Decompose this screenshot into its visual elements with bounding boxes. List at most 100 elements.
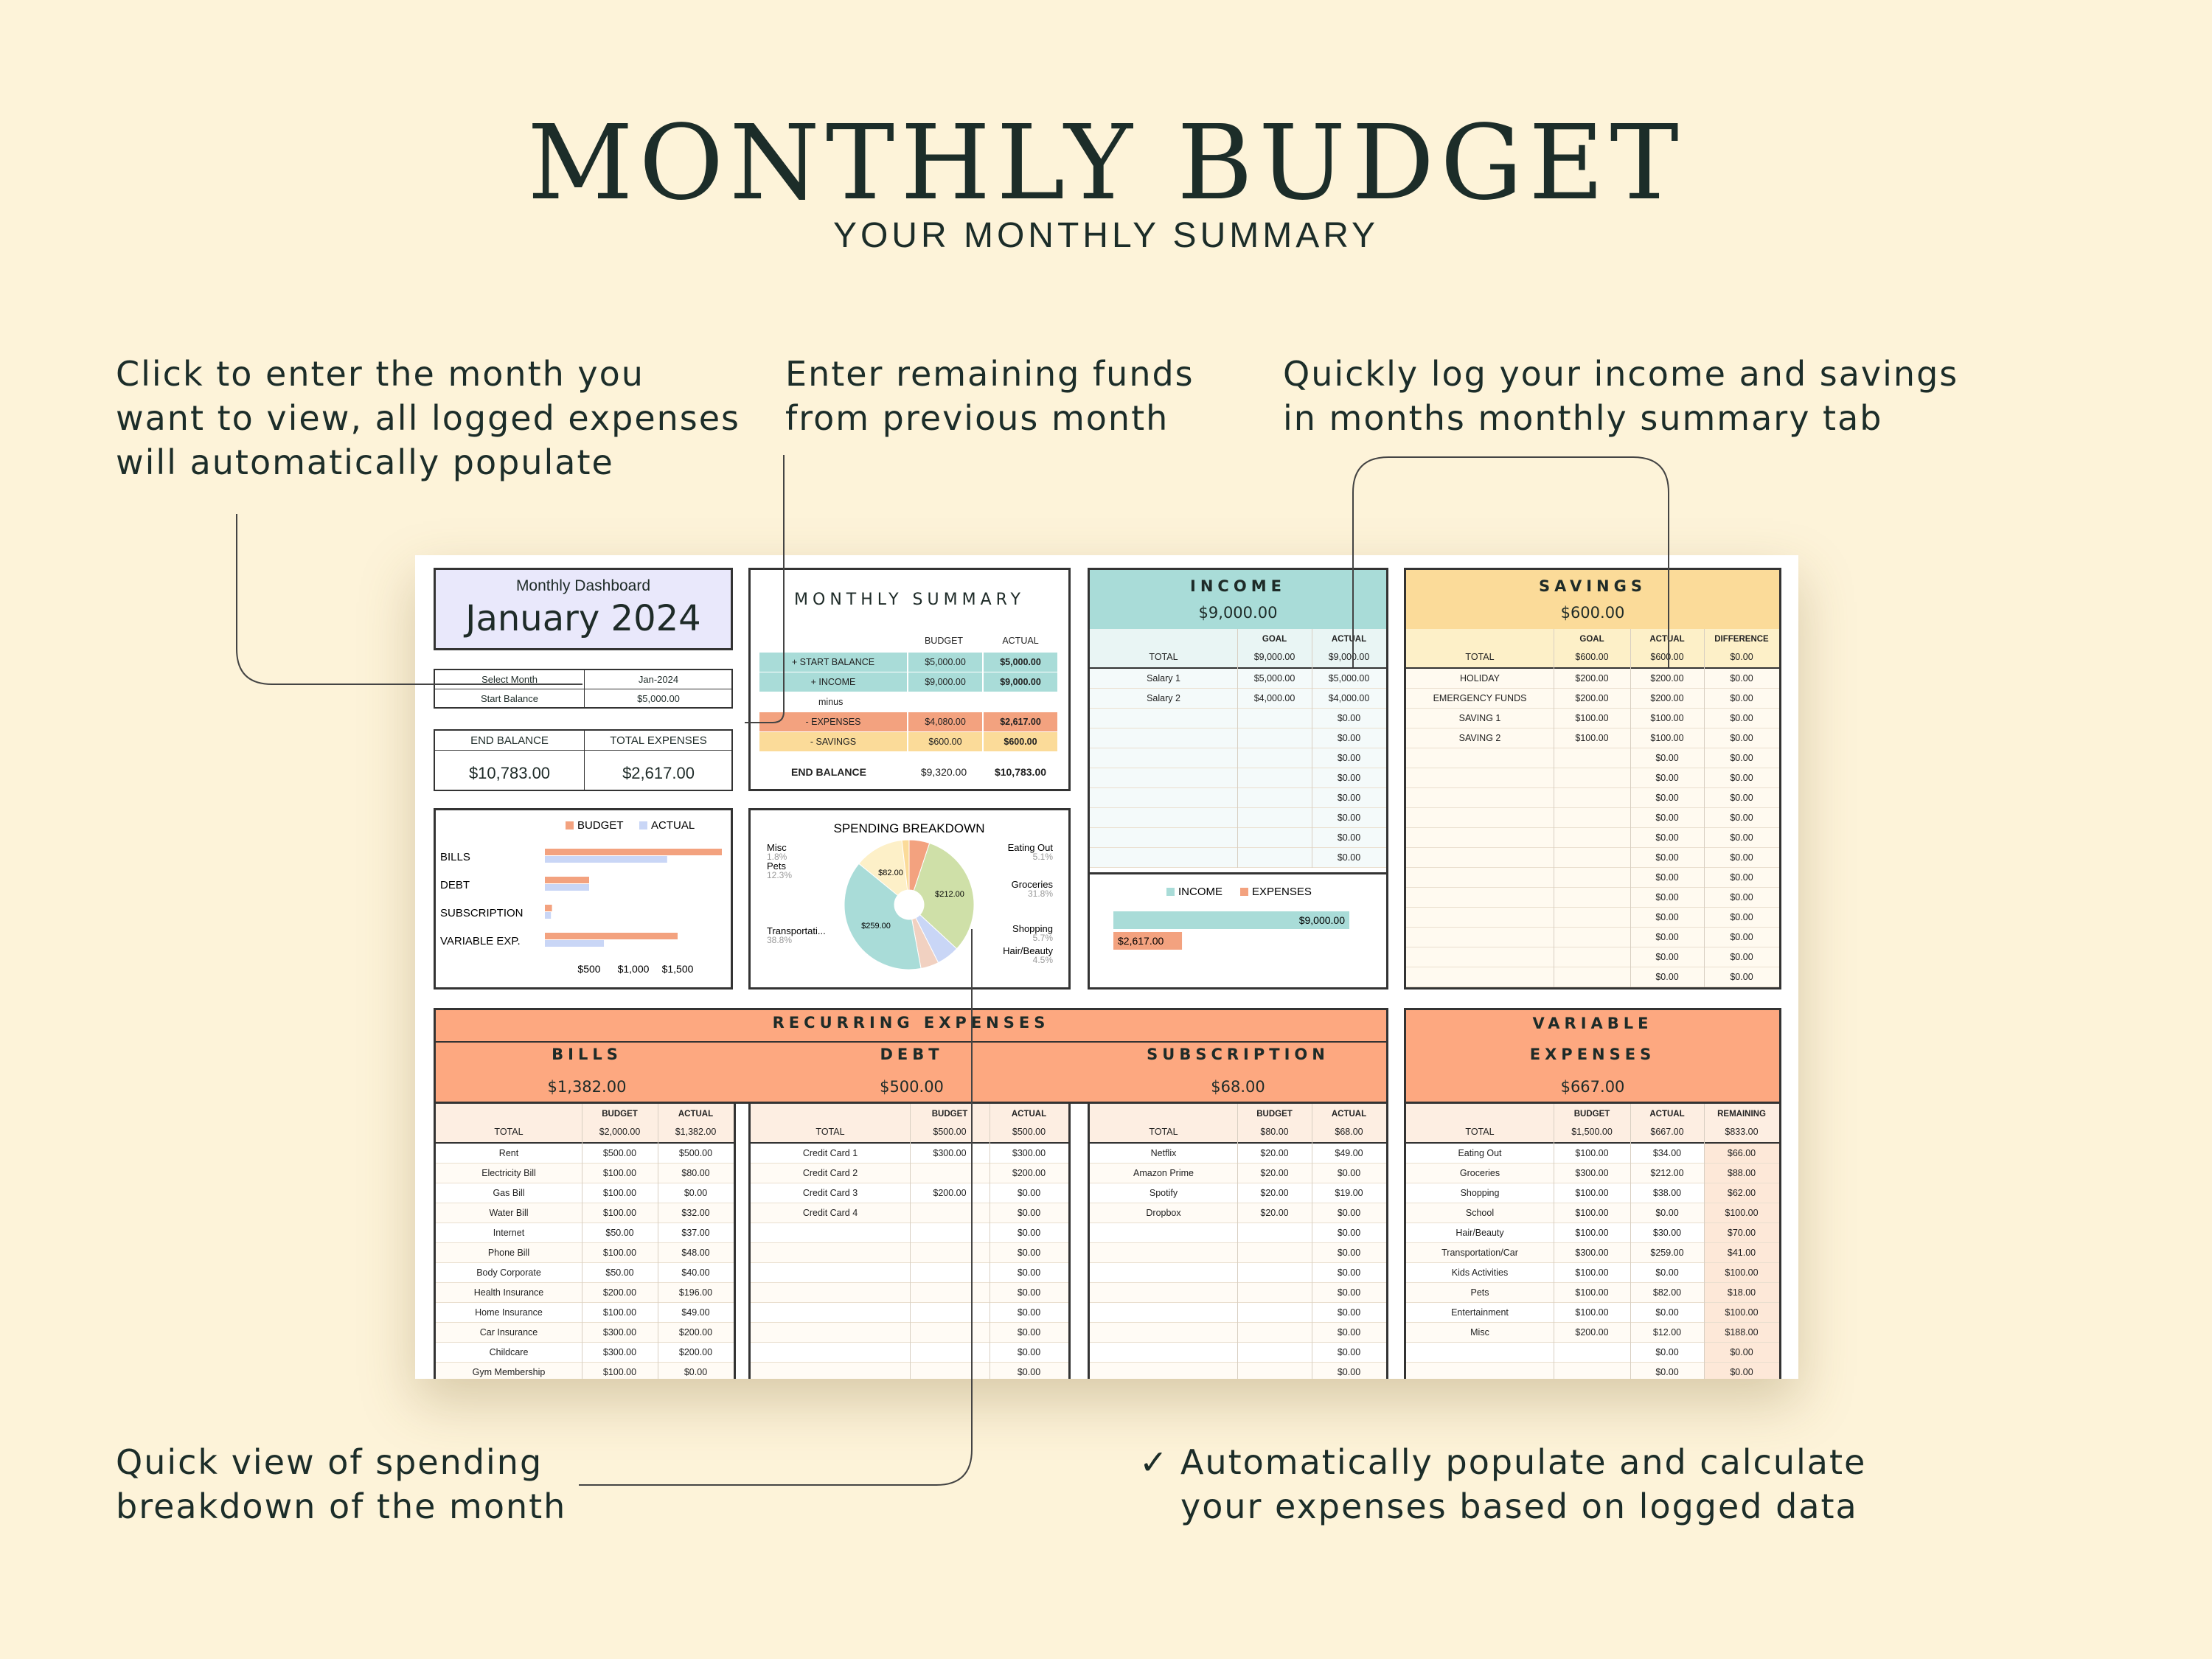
table-row — [436, 1363, 734, 1379]
table-cell: $200.00 — [678, 1347, 713, 1357]
table-cell: $32.00 — [681, 1208, 710, 1218]
bills-total-value: $1,382.00 — [547, 1078, 627, 1096]
table-cell: $0.00 — [1730, 793, 1753, 803]
table-row — [1090, 1144, 1386, 1164]
table-cell: $0.00 — [1730, 693, 1753, 703]
column-header: BUDGET — [931, 1110, 968, 1119]
bar-budget — [545, 933, 678, 939]
table-cell: $0.00 — [684, 1188, 708, 1198]
table-cell: Gas Bill — [493, 1188, 525, 1198]
table-row — [1090, 728, 1386, 748]
table-cell: $0.00 — [1730, 932, 1753, 942]
table-cell: $0.00 — [1337, 1228, 1361, 1238]
start-balance-input[interactable]: $5,000.00 — [637, 693, 680, 704]
table-cell: $0.00 — [1655, 952, 1679, 962]
table-cell: $62.00 — [1727, 1188, 1756, 1198]
table-cell: Netflix — [1150, 1148, 1177, 1158]
pie-title: SPENDING BREAKDOWN — [834, 821, 985, 835]
divider — [751, 1142, 1068, 1144]
table-cell: $0.00 — [1730, 872, 1753, 883]
table-cell: Gym Membership — [472, 1367, 546, 1377]
column-header: GOAL — [1262, 635, 1287, 644]
table-row — [436, 1183, 734, 1203]
column-header: REMAINING — [1717, 1110, 1766, 1119]
summary-title: MONTHLY SUMMARY — [794, 591, 1025, 609]
table-cell: Home Insurance — [475, 1307, 543, 1318]
table-cell: $50.00 — [605, 1267, 634, 1278]
total-value: $80.00 — [1260, 1127, 1289, 1137]
table-cell: $0.00 — [1730, 733, 1753, 743]
pie-percent: 5.1% — [1033, 852, 1054, 862]
table-cell: $0.00 — [1730, 1367, 1753, 1377]
table-cell: $100.00 — [1575, 1307, 1609, 1318]
table-cell: $0.00 — [1337, 1248, 1361, 1258]
bar-category-label: VARIABLE EXP. — [440, 935, 521, 947]
table-cell: $5,000.00 — [1328, 673, 1370, 684]
cell-shade — [1704, 1343, 1779, 1362]
variable-expenses-panel: VARIABLE EXPENSES $667.00 BUDGET ACTUAL RE… — [1404, 1008, 1781, 1379]
check-icon: ✓ — [1139, 1442, 1169, 1482]
summary-end-budget: $9,320.00 — [920, 766, 967, 778]
table-cell: $34.00 — [1652, 1148, 1682, 1158]
table-cell: Hair/Beauty — [1455, 1228, 1504, 1238]
table-cell: $0.00 — [1730, 1347, 1753, 1357]
total-label: TOTAL — [1149, 1127, 1178, 1137]
table-row — [1406, 967, 1779, 987]
select-month-input[interactable]: Jan-2024 — [638, 674, 679, 685]
table-cell: Salary 2 — [1147, 693, 1180, 703]
table-cell: $200.00 — [1575, 1327, 1609, 1338]
table-cell: Internet — [493, 1228, 525, 1238]
savings-panel: SAVINGS $600.00 GOAL ACTUAL DIFFERENCE TOTA… — [1404, 568, 1781, 990]
table-cell: Entertainment — [1451, 1307, 1509, 1318]
table-cell: $0.00 — [1655, 892, 1679, 902]
table-row — [1090, 709, 1386, 728]
table-cell: $0.00 — [1730, 952, 1753, 962]
table-cell: $0.00 — [1730, 773, 1753, 783]
table-row — [1090, 1323, 1386, 1343]
income-header: INCOME $9,000.00 — [1090, 570, 1386, 629]
total-label: TOTAL — [815, 1127, 845, 1137]
cell-shade — [1704, 1263, 1779, 1282]
table-cell: $100.00 — [1725, 1208, 1759, 1218]
table-cell: $100.00 — [602, 1307, 637, 1318]
income-title: INCOME — [1190, 577, 1286, 595]
callout-spending-breakdown — [579, 929, 973, 1486]
table-cell: $100.00 — [602, 1188, 637, 1198]
table-cell: $100.00 — [1650, 733, 1684, 743]
select-month-label: Select Month — [481, 674, 538, 685]
table-cell: $0.00 — [1655, 1307, 1679, 1318]
table-cell: $0.00 — [1730, 852, 1753, 863]
summary-row-budget — [908, 692, 982, 712]
total-label: TOTAL — [1465, 1127, 1495, 1137]
table-cell: $0.00 — [1655, 1367, 1679, 1377]
end-balance-label: END BALANCE — [470, 734, 549, 747]
table-cell: $49.00 — [681, 1307, 710, 1318]
total-value: $500.00 — [933, 1127, 967, 1137]
pie-label: Pets — [767, 860, 787, 872]
table-cell: $0.00 — [1730, 972, 1753, 982]
table-cell: Eating Out — [1458, 1148, 1502, 1158]
subscription-table: BUDGET ACTUAL TOTAL $80.00 $68.00 Netflix $20.… — [1088, 1102, 1388, 1379]
table-row — [1406, 669, 1779, 689]
bar-actual — [545, 940, 605, 947]
table-cell: $0.00 — [1730, 832, 1753, 843]
table-row — [1406, 788, 1779, 808]
table-cell: $0.00 — [1337, 852, 1361, 863]
table-cell: School — [1465, 1208, 1495, 1218]
table-row — [1090, 1263, 1386, 1283]
table-header-row — [751, 1104, 1068, 1142]
table-row — [1090, 1203, 1386, 1223]
column-divider — [910, 1104, 911, 1379]
table-cell: Credit Card 4 — [802, 1208, 858, 1218]
table-cell: $300.00 — [602, 1327, 637, 1338]
savings-header: SAVINGS $600.00 — [1406, 570, 1779, 629]
table-cell: $0.00 — [1730, 813, 1753, 823]
column-header: ACTUAL — [678, 1110, 714, 1119]
table-row — [1406, 1363, 1779, 1379]
table-cell: $0.00 — [1655, 932, 1679, 942]
page-subtitle: YOUR MONTHLY SUMMARY — [832, 216, 1380, 255]
recurring-title: RECURRING EXPENSES — [772, 1014, 1050, 1032]
table-cell: $5,000.00 — [1253, 673, 1295, 684]
table-row — [1406, 709, 1779, 728]
